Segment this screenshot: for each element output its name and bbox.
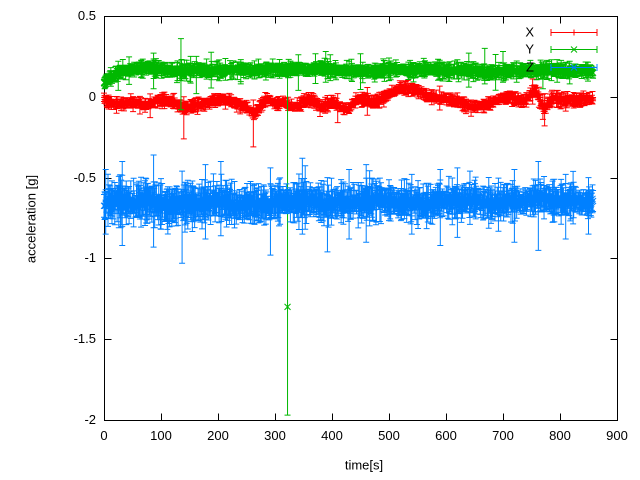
legend-entry-z: Z: [526, 59, 534, 75]
y-tick-label: 0: [88, 88, 96, 104]
y-axis-label: acceleration [g]: [23, 174, 39, 264]
y-tick-label: -1: [84, 250, 96, 266]
x-axis-label: time[s]: [344, 457, 384, 473]
legend-entry-y: Y: [525, 41, 534, 57]
x-tick-label: 500: [378, 428, 400, 443]
x-tick-label: 800: [549, 428, 571, 443]
x-tick-label: 300: [264, 428, 286, 443]
x-tick-label: 700: [492, 428, 514, 443]
y-tick-label: -1.5: [73, 331, 96, 347]
legend-entry-x: X: [525, 24, 534, 40]
y-tick-label: -2: [84, 412, 96, 427]
x-tick-label: 0: [100, 428, 108, 443]
x-tick-label: 600: [435, 428, 457, 443]
x-tick-label: 200: [207, 428, 229, 443]
x-tick-label: 900: [606, 428, 628, 443]
y-tick-label: 0.5: [77, 8, 96, 23]
x-tick-label: 100: [150, 428, 172, 443]
y-tick-label: -0.5: [73, 169, 96, 185]
x-tick-label: 400: [321, 428, 343, 443]
